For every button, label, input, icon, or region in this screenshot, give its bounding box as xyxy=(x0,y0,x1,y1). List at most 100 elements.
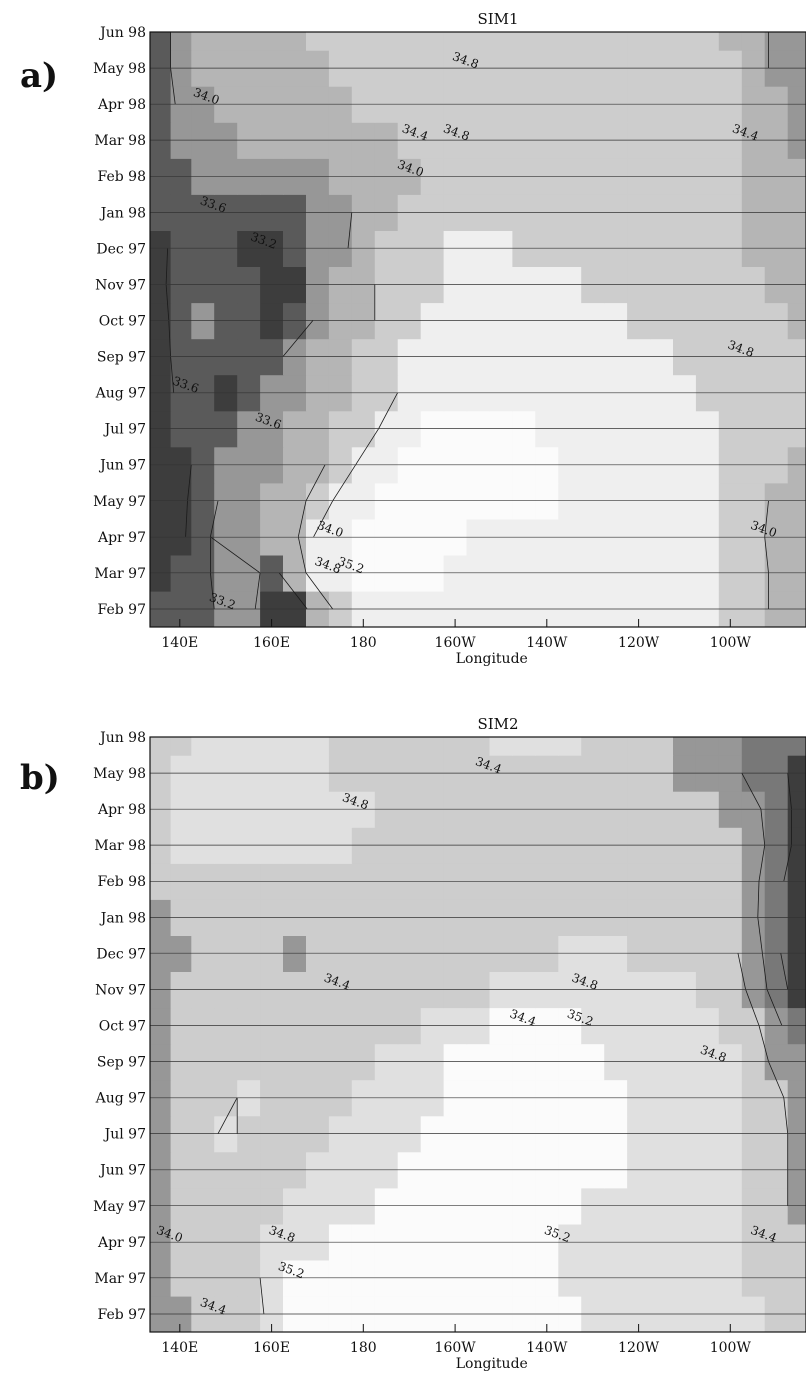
contour-line xyxy=(758,1025,769,1062)
x-tick-label: 180 xyxy=(350,635,377,651)
x-tick-label: 160E xyxy=(253,635,290,651)
salinity-cell xyxy=(170,1007,192,1045)
contour-line xyxy=(210,572,215,610)
salinity-cell xyxy=(191,554,215,592)
salinity-cell xyxy=(191,230,215,267)
salinity-cell xyxy=(328,1007,353,1045)
salinity-cell xyxy=(237,1187,261,1225)
x-axis-label: Longitude xyxy=(456,1356,528,1372)
salinity-cell xyxy=(191,935,215,972)
salinity-cell xyxy=(374,1007,399,1045)
salinity-cell xyxy=(420,302,445,340)
salinity-cell xyxy=(397,302,422,340)
salinity-cell xyxy=(512,482,536,520)
salinity-cell xyxy=(627,1007,651,1045)
salinity-cell xyxy=(489,737,513,756)
salinity-cell xyxy=(787,827,806,864)
y-tick-label: Jun 98 xyxy=(98,25,146,41)
salinity-cell xyxy=(787,935,806,972)
salinity-cell xyxy=(604,935,628,972)
salinity-cell xyxy=(604,1187,628,1225)
salinity-cell xyxy=(695,935,720,972)
x-tick-label: 120W xyxy=(618,1340,660,1356)
salinity-cell xyxy=(170,482,192,520)
salinity-cell xyxy=(214,935,238,972)
salinity-cell xyxy=(397,935,422,972)
salinity-cell xyxy=(306,230,330,267)
salinity-cell xyxy=(420,482,445,520)
contour-line xyxy=(305,464,326,501)
salinity-cell xyxy=(351,122,376,159)
salinity-cell xyxy=(466,32,490,51)
salinity-cell xyxy=(214,302,238,340)
salinity-cell xyxy=(237,935,261,972)
salinity-cell xyxy=(581,482,605,520)
salinity-cell xyxy=(581,302,605,340)
salinity-cell xyxy=(741,935,766,972)
salinity-cell xyxy=(443,1259,468,1297)
y-tick-label: Oct 97 xyxy=(99,314,146,330)
salinity-cell xyxy=(443,1007,468,1045)
salinity-cell xyxy=(764,122,789,159)
salinity-cell xyxy=(650,1007,674,1045)
contour-line xyxy=(170,356,175,393)
contour-line xyxy=(168,320,171,357)
salinity-cell xyxy=(306,554,330,592)
salinity-cell xyxy=(351,32,376,51)
contour-line xyxy=(745,989,760,1026)
salinity-cell xyxy=(535,827,559,864)
salinity-cell xyxy=(374,827,399,864)
salinity-cell xyxy=(650,1187,674,1225)
salinity-cell xyxy=(328,1259,353,1297)
salinity-cell xyxy=(787,1259,806,1297)
salinity-cell xyxy=(718,827,743,864)
salinity-cell xyxy=(718,737,743,756)
salinity-cell xyxy=(214,1259,238,1297)
salinity-cell xyxy=(558,122,582,159)
y-tick-label: Jun 97 xyxy=(98,458,146,474)
salinity-cell xyxy=(627,935,651,972)
y-tick-label: Mar 97 xyxy=(94,1271,146,1287)
salinity-cell xyxy=(443,827,468,864)
salinity-cell xyxy=(150,302,172,340)
salinity-cell xyxy=(673,935,697,972)
salinity-cell xyxy=(673,1007,697,1045)
salinity-cell xyxy=(170,230,192,267)
salinity-cell xyxy=(627,1259,651,1297)
x-tick-label: 180 xyxy=(350,1340,377,1356)
salinity-cell xyxy=(420,1259,445,1297)
y-tick-label: Aug 97 xyxy=(95,386,146,402)
salinity-cell xyxy=(558,1259,582,1297)
salinity-cell xyxy=(260,737,284,756)
y-tick-label: May 98 xyxy=(93,766,146,782)
x-tick-label: 140E xyxy=(161,635,198,651)
salinity-cell xyxy=(627,827,651,864)
salinity-cell xyxy=(489,302,513,340)
salinity-cell xyxy=(214,1187,238,1225)
salinity-cell xyxy=(443,1187,468,1225)
salinity-cell xyxy=(673,230,697,267)
y-tick-label: Jul 97 xyxy=(103,422,146,438)
salinity-cell xyxy=(627,302,651,340)
salinity-cell xyxy=(695,230,720,267)
y-tick-label: May 97 xyxy=(93,1199,146,1215)
panel-b-letter: b) xyxy=(20,758,60,798)
salinity-cell xyxy=(604,482,628,520)
salinity-cell xyxy=(764,302,789,340)
salinity-cell xyxy=(787,122,806,159)
salinity-cell xyxy=(237,554,261,592)
salinity-cell xyxy=(718,482,743,520)
salinity-cell xyxy=(443,935,468,972)
contour-line xyxy=(170,68,176,105)
salinity-cell xyxy=(558,827,582,864)
panel-a-letter: a) xyxy=(20,56,59,96)
salinity-cell xyxy=(695,737,720,756)
salinity-cell xyxy=(650,827,674,864)
salinity-cell xyxy=(718,1007,743,1045)
salinity-cell xyxy=(489,1187,513,1225)
salinity-cell xyxy=(214,230,238,267)
contour-line xyxy=(347,212,353,249)
salinity-cell xyxy=(170,122,192,159)
salinity-cell xyxy=(374,32,399,51)
salinity-cell xyxy=(150,935,172,972)
